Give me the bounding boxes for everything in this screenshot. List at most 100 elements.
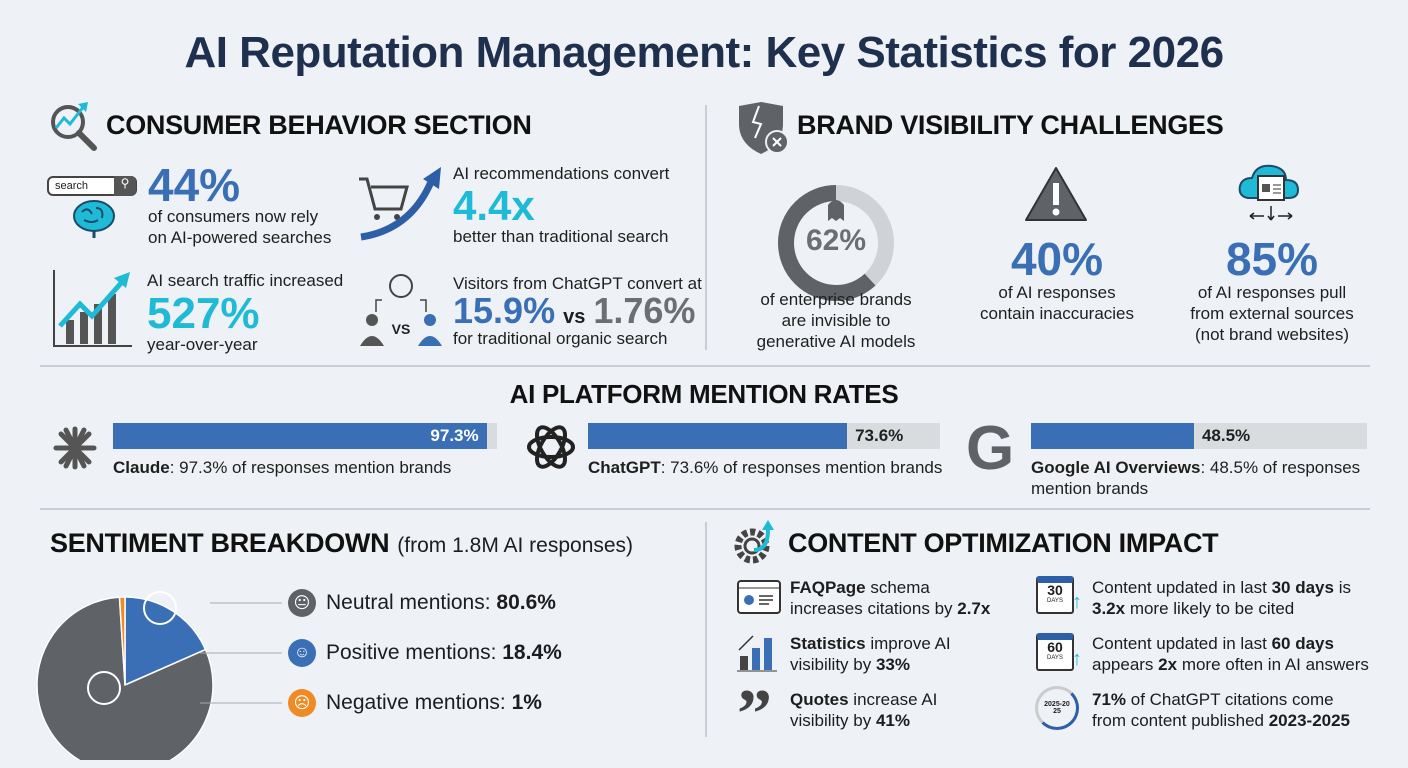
platform-name: ChatGPT bbox=[588, 458, 661, 477]
legend-negative: ☹︎ Negative mentions: 1% bbox=[288, 688, 562, 718]
sentiment-legend: 😐︎ Neutral mentions: 80.6% ☺︎ Positive men… bbox=[288, 588, 562, 718]
legend-value: 18.4% bbox=[502, 641, 562, 664]
stat-organic-rate: 1.76% bbox=[593, 290, 696, 331]
stat-527: 527% bbox=[147, 289, 260, 338]
txt: increase AI bbox=[848, 690, 938, 709]
stat-527-pre: AI search traffic increased bbox=[147, 271, 344, 290]
txt: increases citations by bbox=[790, 599, 958, 618]
magnifier-trend-icon bbox=[51, 102, 97, 151]
platform-name: Google AI Overviews bbox=[1031, 458, 1201, 477]
txt: Content updated in last bbox=[1092, 634, 1272, 653]
claude-bar-fill: 97.3% bbox=[113, 423, 487, 449]
text-line: of AI responses bbox=[998, 283, 1116, 302]
platforms-heading: AI PLATFORM MENTION RATES bbox=[509, 379, 899, 409]
txt: visibility by bbox=[790, 655, 876, 674]
txt: more likely to be cited bbox=[1125, 599, 1295, 618]
vs-label: VS bbox=[392, 321, 411, 337]
claude-bar-track: 97.3% bbox=[113, 423, 497, 449]
search-icon: ⚲ bbox=[114, 176, 136, 196]
chatgpt-vs-users-icon: VS bbox=[360, 274, 442, 346]
smile-face-icon: ☺︎ bbox=[288, 639, 316, 667]
txt: is bbox=[1333, 578, 1351, 597]
donut-arc bbox=[778, 185, 894, 301]
txt: schema bbox=[865, 578, 930, 597]
claude-caption: Claude: 97.3% of responses mention brand… bbox=[113, 457, 451, 478]
consumer-heading: CONSUMER BEHAVIOR SECTION bbox=[106, 110, 532, 140]
cal-num: 30 bbox=[1047, 582, 1063, 598]
stat-chatgpt-text: for traditional organic search bbox=[453, 329, 668, 348]
stat-44-text: of consumers now rely bbox=[148, 207, 319, 226]
legend-neutral: 😐︎ Neutral mentions: 80.6% bbox=[288, 588, 562, 618]
stat-40-text: of AI responses contain inaccuracies bbox=[957, 282, 1157, 324]
stat-40: 40% bbox=[1010, 233, 1104, 285]
platform-desc: : 73.6% of responses mention brands bbox=[660, 458, 943, 477]
stat-chatgpt-rate: 15.9% bbox=[453, 290, 556, 331]
txt: Content updated in last bbox=[1092, 578, 1272, 597]
legend-value: 1% bbox=[511, 691, 542, 714]
em: 41% bbox=[875, 711, 910, 730]
sentiment-heading: SENTIMENT BREAKDOWN bbox=[50, 528, 390, 558]
calendar-60-icon: 60 DAYS ↑ bbox=[1036, 633, 1082, 671]
legend-positive: ☺︎ Positive mentions: 18.4% bbox=[288, 638, 562, 668]
neutral-face-icon: 😐︎ bbox=[288, 589, 316, 617]
content-item: Statistics improve AI visibility by 33% bbox=[790, 633, 990, 689]
chatgpt-logo-icon bbox=[527, 425, 575, 469]
brain-icon bbox=[73, 200, 115, 238]
quote-icon: ” bbox=[737, 676, 772, 753]
neutral-face-icon bbox=[87, 671, 121, 705]
pie-slice-positive bbox=[124, 596, 207, 687]
divider bbox=[705, 522, 707, 737]
stat-44-text: on AI-powered searches bbox=[148, 228, 332, 247]
content-item: Quotes increase AI visibility by 41% bbox=[790, 689, 990, 731]
content-right-list: Content updated in last 30 days is 3.2x m… bbox=[1092, 577, 1369, 731]
chatgpt-caption: ChatGPT: 73.6% of responses mention bran… bbox=[588, 457, 942, 478]
divider bbox=[40, 365, 1370, 367]
platform-desc: mention brands bbox=[1031, 479, 1149, 498]
stat-chatgpt-values: 15.9% vs 1.76% bbox=[453, 293, 695, 329]
gear-arrow-icon bbox=[734, 520, 774, 564]
text-line: of enterprise brands bbox=[760, 290, 912, 309]
divider bbox=[40, 508, 1370, 510]
ghost-icon bbox=[828, 200, 844, 221]
clock-label: 2025-2025 bbox=[1044, 701, 1070, 715]
em: 2.7x bbox=[957, 599, 991, 618]
pie-slice-neutral bbox=[36, 596, 214, 760]
txt: improve AI bbox=[865, 634, 951, 653]
stat-85: 85% bbox=[1225, 233, 1319, 285]
stat-4-4-pre: AI recommendations convert bbox=[453, 164, 670, 183]
content-item: Content updated in last 60 days appears 2… bbox=[1092, 633, 1369, 689]
em: 3.2x bbox=[1092, 599, 1126, 618]
google-caption: Google AI Overviews: 48.5% of responses m… bbox=[1031, 457, 1371, 499]
content-item: FAQPage schema increases citations by 2.7… bbox=[790, 577, 990, 633]
search-box-illustration: search ⚲ bbox=[47, 176, 137, 196]
stat-4-4: 4.4x bbox=[453, 182, 535, 229]
pie-slice-negative bbox=[118, 596, 126, 686]
text-line: of AI responses pull bbox=[1197, 283, 1347, 302]
em: FAQPage bbox=[790, 578, 866, 597]
platform-name: Claude bbox=[113, 458, 170, 477]
chatgpt-bar-value: 73.6% bbox=[855, 426, 904, 445]
brand-heading: BRAND VISIBILITY CHALLENGES bbox=[797, 110, 1224, 140]
calendar-30-icon: 30 DAYS ↑ bbox=[1036, 576, 1082, 614]
google-bar-value: 48.5% bbox=[1201, 426, 1251, 445]
claude-bar-value: 97.3% bbox=[430, 426, 479, 445]
divider bbox=[705, 105, 707, 350]
growth-chart-icon bbox=[53, 270, 132, 347]
em: 2023-2025 bbox=[1268, 711, 1351, 730]
invisible-brands-donut bbox=[778, 185, 894, 301]
text-line: are invisible to bbox=[781, 311, 891, 330]
up-arrow-icon: ↑ bbox=[1072, 648, 1082, 670]
em: 60 days bbox=[1271, 634, 1334, 653]
em: Statistics bbox=[790, 634, 866, 653]
statistics-bars-icon bbox=[737, 635, 777, 672]
content-item: Content updated in last 30 days is 3.2x m… bbox=[1092, 577, 1369, 633]
google-logo-icon: G bbox=[966, 414, 1015, 483]
txt: appears bbox=[1092, 655, 1159, 674]
sentiment-pie-chart bbox=[36, 591, 282, 760]
txt: of ChatGPT citations come bbox=[1126, 690, 1334, 709]
sentiment-subheading: (from 1.8M AI responses) bbox=[397, 534, 634, 557]
sentiment-heading-row: SENTIMENT BREAKDOWN (from 1.8M AI respons… bbox=[50, 528, 633, 559]
em: Quotes bbox=[790, 690, 849, 709]
vs-text: vs bbox=[563, 306, 586, 328]
broken-shield-icon bbox=[739, 102, 789, 154]
